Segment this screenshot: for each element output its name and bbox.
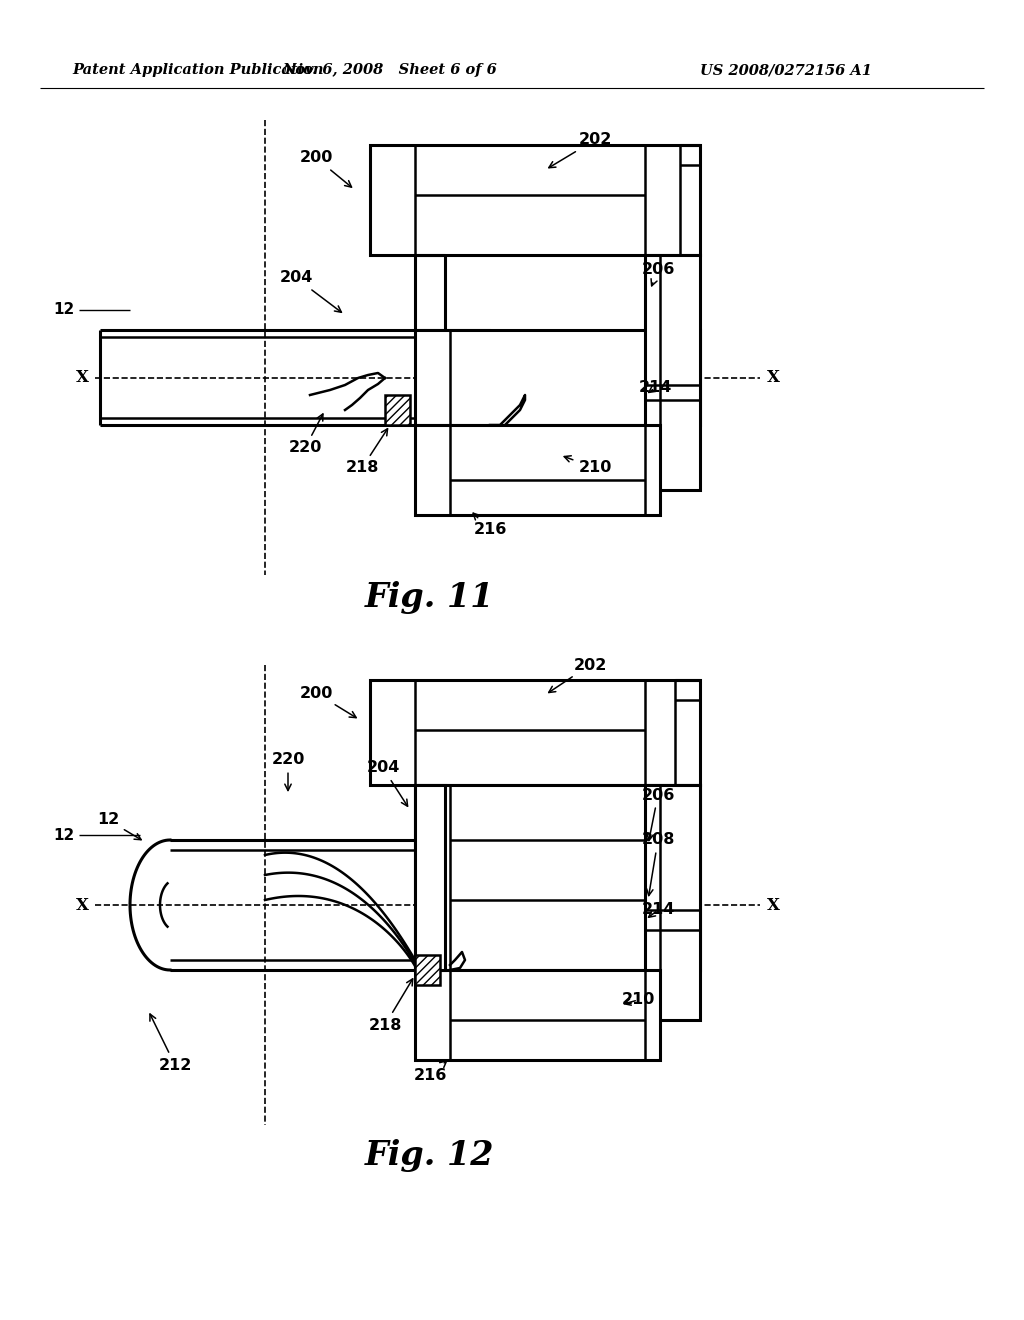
Bar [645,785,700,1020]
Text: 12: 12 [53,828,75,842]
Text: 202: 202 [549,657,606,693]
Text: 214: 214 [641,903,675,917]
Bar [415,785,445,970]
Bar [370,145,700,255]
Text: 210: 210 [622,993,654,1007]
Text: 202: 202 [549,132,611,168]
Text: 12: 12 [53,302,75,318]
Text: 12: 12 [97,813,141,840]
Text: 220: 220 [289,414,323,455]
Text: 200: 200 [299,150,351,187]
Text: 204: 204 [367,760,408,807]
Text: X: X [76,370,88,387]
Text: Patent Application Publication: Patent Application Publication [72,63,324,77]
Text: 218: 218 [369,979,413,1032]
Bar [645,255,700,490]
Text: X: X [767,370,779,387]
Text: 216: 216 [473,513,507,537]
Text: US 2008/0272156 A1: US 2008/0272156 A1 [700,63,871,77]
Text: 200: 200 [299,685,356,718]
Text: 210: 210 [564,455,611,475]
Text: 216: 216 [414,1061,446,1082]
Text: Nov. 6, 2008   Sheet 6 of 6: Nov. 6, 2008 Sheet 6 of 6 [283,63,498,77]
Bar [415,330,700,425]
Bar [415,954,440,985]
Text: 212: 212 [150,1014,191,1072]
Text: X: X [767,896,779,913]
Bar [415,425,660,515]
Bar [415,970,660,1060]
Text: 206: 206 [641,263,675,286]
Text: 218: 218 [345,429,387,475]
Bar [385,395,410,425]
Bar [370,680,700,785]
Text: X: X [76,896,88,913]
Text: Fig. 12: Fig. 12 [366,1138,495,1172]
Text: Fig. 11: Fig. 11 [366,582,495,615]
Text: 220: 220 [271,752,305,791]
Bar [415,785,700,970]
Text: 208: 208 [641,833,675,895]
Text: 206: 206 [641,788,675,841]
Text: 204: 204 [280,271,341,313]
Text: 214: 214 [638,380,672,396]
